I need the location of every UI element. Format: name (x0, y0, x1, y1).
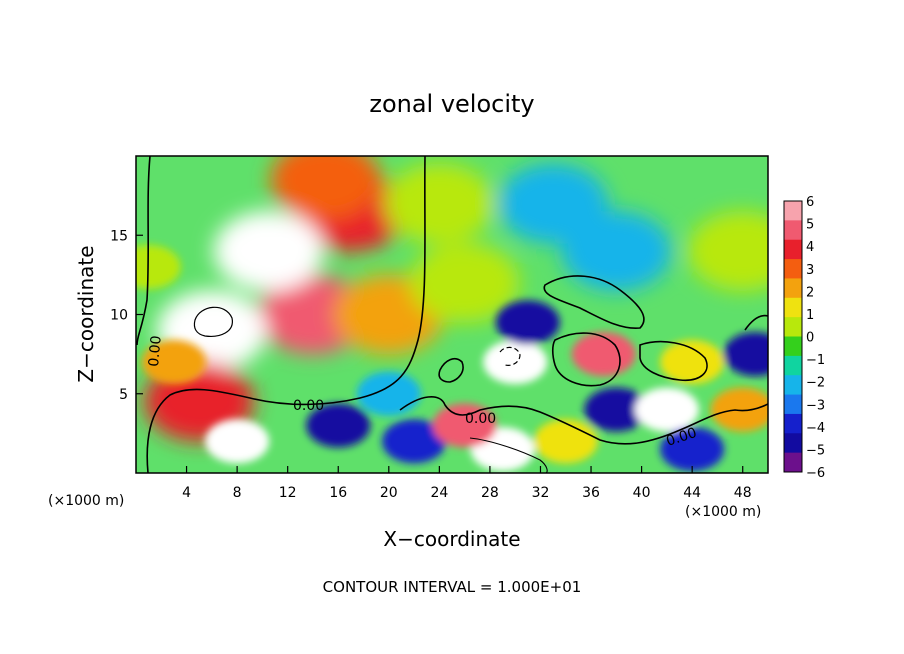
contour-label: 0.00 (293, 398, 324, 414)
x-tick-label: 20 (380, 485, 398, 501)
zero-contour-line (399, 396, 768, 445)
x-axis: 4 8 12 16 20 24 28 32 36 40 44 48 (182, 466, 752, 501)
colorbar-swatch (784, 317, 802, 337)
colorbar-swatch (784, 355, 802, 376)
plot-area: 0.00 0.00 0.00 0.00 (136, 156, 768, 473)
heatmap-cell (270, 156, 381, 220)
colorbar-swatch (784, 201, 802, 221)
heatmap-cell (561, 211, 672, 292)
colorbar-swatch (784, 259, 802, 279)
zero-contour-line (438, 358, 464, 383)
colorbar-tick-label: 2 (806, 285, 814, 300)
x-tick-label: 32 (532, 485, 550, 501)
heatmap-cell (660, 427, 725, 472)
colorbar-tick-label: 6 (806, 195, 814, 210)
colorbar: 6 5 4 3 2 1 0 −1 −2 −3 −4 −5 −6 (783, 195, 825, 481)
zero-contour-line (469, 437, 548, 473)
heatmap-cell (257, 274, 368, 355)
contour-label: 0.00 (146, 335, 165, 367)
zero-contours (136, 156, 768, 473)
colorbar-tick-label: −2 (806, 376, 825, 391)
heatmap-cell (213, 211, 324, 292)
y-tick-label: 15 (110, 228, 128, 244)
heatmap-cell (533, 419, 598, 464)
x-tick-label: 16 (329, 485, 347, 501)
zero-contour-line (639, 340, 708, 382)
x-tick-label: 12 (279, 485, 297, 501)
zero-contour-line (551, 332, 621, 387)
zero-contour-line (136, 156, 151, 346)
heatmap-cell (687, 211, 768, 292)
heatmap-cell (384, 163, 495, 244)
heatmap-field (144, 156, 768, 442)
x-tick-label: 36 (582, 485, 600, 501)
x-tick-label: 28 (481, 485, 499, 501)
colorbar-tick-label: −3 (806, 398, 825, 413)
heatmap-cell (205, 419, 270, 464)
colorbar-swatch (784, 278, 802, 299)
zero-contour-line (744, 314, 768, 331)
colorbar-swatch (784, 220, 802, 241)
zero-contour-line (543, 275, 645, 329)
colorbar-swatch (784, 413, 802, 434)
colorbar-swatch (784, 375, 802, 396)
heatmap-cell (584, 387, 649, 432)
x-unit-label-left: (×1000 m) (48, 493, 124, 509)
colorbar-tick-label: −1 (806, 353, 825, 368)
colorbar-frame (783, 200, 803, 473)
chart-title: zonal velocity (369, 90, 534, 118)
x-unit-label-right: (×1000 m) (685, 504, 761, 520)
colorbar-swatch (784, 336, 802, 357)
colorbar-swatch (784, 297, 802, 318)
zero-contour-line (499, 346, 521, 367)
heatmap-cell (723, 332, 768, 377)
colorbar-tick-label: 5 (806, 218, 814, 233)
contour-label: 0.00 (465, 411, 496, 427)
heatmap-cell (141, 340, 206, 385)
heatmap-cell (483, 340, 548, 385)
heatmap-cell (571, 332, 636, 377)
heatmap-cell (306, 403, 371, 448)
colorbar-tick-label: 3 (806, 263, 814, 278)
colorbar-swatch (784, 433, 802, 454)
heatmap-cell (634, 387, 699, 432)
heatmap-detail (136, 244, 768, 472)
colorbar-swatch (784, 394, 802, 415)
x-tick-label: 4 (182, 485, 191, 501)
colorbar-swatch (784, 239, 802, 260)
zero-contour-line (146, 156, 426, 473)
colorbar-tick-label: −4 (806, 421, 825, 436)
heatmap-cell (660, 340, 725, 385)
y-tick-label: 5 (119, 387, 128, 403)
y-axis: 5 10 15 (110, 228, 143, 403)
colorbar-tick-label: −5 (806, 443, 825, 458)
x-tick-label: 48 (734, 485, 752, 501)
x-tick-label: 24 (430, 485, 448, 501)
heatmap-cell (495, 300, 560, 345)
colorbar-tick-label: 0 (806, 331, 814, 346)
x-tick-label: 40 (633, 485, 651, 501)
colorbar-tick-label: 1 (806, 308, 814, 323)
x-axis-label: X−coordinate (383, 527, 520, 551)
colorbar-swatch (784, 452, 802, 473)
heatmap-cell (710, 387, 768, 432)
heatmap-cell (432, 403, 497, 448)
heatmap-cell (382, 419, 447, 464)
heatmap-cell (356, 371, 421, 416)
colorbar-tick-label: −6 (806, 466, 825, 481)
colorbar-tick-label: 4 (806, 240, 814, 255)
y-tick-label: 10 (110, 308, 128, 324)
x-tick-label: 8 (233, 485, 242, 501)
y-axis-label: Z−coordinate (74, 245, 98, 382)
x-tick-label: 44 (683, 485, 701, 501)
zero-contour-line (193, 306, 233, 337)
contour-interval-note: CONTOUR INTERVAL = 1.000E+01 (323, 578, 582, 596)
heatmap-cell (409, 242, 520, 323)
